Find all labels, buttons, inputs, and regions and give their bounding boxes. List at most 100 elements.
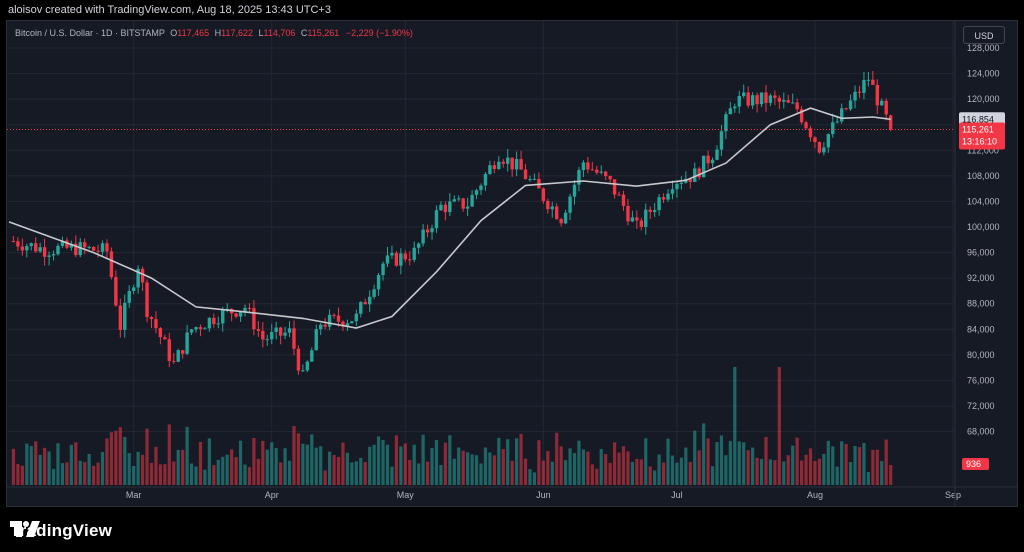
candle-body — [666, 193, 670, 200]
candle-body — [839, 108, 844, 122]
candle-body — [492, 165, 497, 170]
candle-body — [822, 147, 826, 153]
candle-body — [804, 122, 808, 129]
volume-bar — [782, 461, 786, 485]
volume-bar — [644, 438, 648, 485]
candle-body — [639, 220, 644, 227]
volume-bar — [243, 464, 247, 485]
price-chart[interactable]: 128,000124,000120,000116,000112,000108,0… — [7, 21, 1017, 506]
volume-bar — [274, 448, 278, 485]
volume-bar — [764, 436, 768, 485]
candle-body — [577, 170, 581, 185]
candle-body — [461, 198, 465, 209]
candle-body — [198, 327, 203, 330]
candle-body — [506, 157, 510, 164]
y-tick-label: 100,000 — [967, 222, 1000, 232]
x-tick-label: Mar — [126, 490, 142, 500]
volume-bar — [118, 427, 122, 485]
volume-bar — [29, 446, 33, 485]
candle-body — [74, 243, 78, 256]
volume-bar — [376, 436, 381, 485]
candle-body — [327, 314, 332, 327]
volume-bar — [742, 442, 746, 485]
volume-bar — [479, 463, 483, 485]
volume-bar — [16, 464, 20, 485]
candle-body — [848, 100, 853, 110]
candle-body — [247, 307, 252, 309]
volume-bar — [848, 462, 853, 485]
candle-body — [100, 243, 105, 252]
candle-body — [221, 309, 225, 324]
volume-bar — [461, 450, 465, 485]
candle-body — [644, 209, 648, 227]
volume-bar — [314, 447, 318, 485]
volume-bar — [501, 449, 505, 485]
chart-panel[interactable]: 128,000124,000120,000116,000112,000108,0… — [6, 20, 1018, 507]
volume-bar — [399, 446, 403, 485]
symbol-title: Bitcoin / U.S. Dollar · 1D · BITSTAMP — [15, 28, 165, 38]
volume-bar — [719, 435, 724, 485]
volume-bar — [216, 459, 220, 485]
volume-bar — [439, 464, 443, 485]
volume-bar — [831, 446, 835, 485]
close-label: C — [300, 28, 308, 38]
candle-body — [252, 308, 256, 330]
candle-body — [270, 331, 274, 340]
volume-bar — [203, 469, 207, 485]
candle-body — [96, 250, 100, 252]
candle-body — [439, 204, 443, 211]
candle-body — [238, 311, 243, 317]
candle-body — [488, 165, 492, 174]
volume-bar — [599, 448, 603, 485]
candle-body — [34, 243, 38, 252]
volume-bar — [109, 432, 114, 485]
tradingview-logo[interactable]: TradingView — [10, 521, 112, 541]
volume-bar — [363, 462, 367, 485]
candle-body — [341, 321, 345, 327]
volume-bar — [354, 461, 358, 485]
volume-bar — [341, 442, 345, 485]
candle-body — [136, 268, 140, 288]
volume-bar — [158, 464, 162, 485]
volume-bar — [69, 444, 73, 485]
volume-bar — [176, 449, 180, 485]
candle-body — [42, 247, 47, 257]
y-tick-label: 104,000 — [967, 196, 1000, 206]
volume-bar — [279, 462, 283, 485]
volume-bar — [590, 464, 594, 485]
candle-body — [880, 100, 884, 106]
candle-body — [608, 176, 612, 180]
last-price-badge — [959, 122, 1005, 150]
volume-bar — [381, 440, 385, 485]
y-tick-label: 112,000 — [967, 145, 999, 155]
open-label: O — [170, 28, 178, 38]
candle-body — [581, 162, 586, 171]
candle-body — [817, 142, 822, 153]
volume-bar — [261, 440, 265, 485]
candle-body — [715, 149, 719, 160]
legend: Bitcoin / U.S. Dollar · 1D · BITSTAMP O 1… — [15, 28, 413, 38]
candle-body — [532, 178, 537, 180]
candle-body — [385, 255, 390, 264]
volume-bar — [172, 461, 176, 485]
y-tick-label: 92,000 — [967, 273, 995, 283]
currency-button[interactable]: USD — [963, 26, 1005, 44]
candle-body — [359, 302, 363, 314]
volume-bar — [283, 448, 287, 485]
volume-bar — [51, 468, 56, 485]
high-value: 117,622 — [221, 28, 253, 38]
volume-bar — [20, 465, 24, 485]
candle-body — [292, 328, 296, 349]
volume-bar — [350, 462, 354, 485]
volume-bar — [234, 457, 238, 485]
candle-body — [617, 194, 621, 196]
volume-bar — [617, 452, 621, 485]
candle-body — [679, 182, 684, 184]
volume-bar — [773, 460, 777, 485]
volume-bar — [336, 456, 341, 485]
candle-body — [795, 102, 799, 110]
candle-body — [710, 159, 715, 164]
volume-badge — [962, 458, 989, 470]
volume-bar — [710, 466, 715, 485]
candle-body — [773, 95, 777, 98]
